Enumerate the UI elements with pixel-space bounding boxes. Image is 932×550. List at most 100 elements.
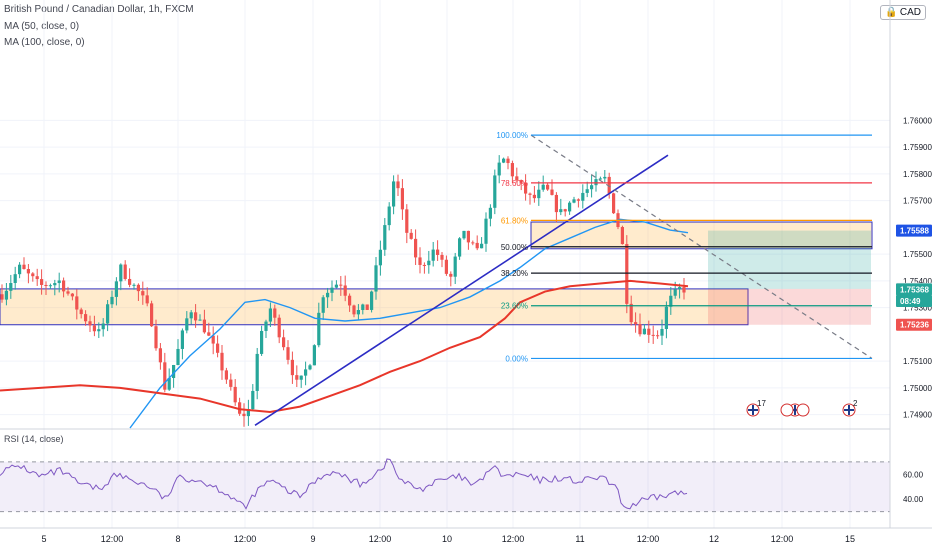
candle-body	[343, 285, 347, 296]
time-tick-label: 12:00	[234, 534, 257, 544]
candle-body	[119, 264, 123, 282]
candle-body	[268, 308, 272, 322]
candle-body	[634, 322, 638, 325]
candle-body	[62, 280, 66, 292]
price-label-text: 08:49	[900, 297, 921, 306]
rsi-band	[0, 461, 890, 512]
candle-body	[70, 293, 74, 297]
price-label-text: 1.75368	[900, 285, 929, 294]
rsi-tick-label: 60.00	[903, 470, 924, 479]
candle-body	[414, 238, 418, 258]
candle-body	[141, 291, 145, 296]
candle-body	[400, 188, 404, 210]
candle-body	[484, 218, 488, 244]
candle-body	[594, 179, 598, 186]
time-tick-label: 8	[175, 534, 180, 544]
candle-body	[295, 375, 299, 380]
candle-body	[458, 238, 462, 257]
candle-body	[444, 259, 448, 274]
candle-body	[57, 280, 61, 284]
candle-body	[519, 180, 523, 183]
candle-body	[678, 287, 682, 290]
price-label-tag	[896, 294, 932, 307]
resistance-zone	[530, 221, 873, 250]
downtrend-line	[530, 134, 873, 359]
candle-body	[154, 326, 158, 349]
candle-body	[607, 176, 611, 194]
price-tick-label: 1.75700	[903, 197, 932, 206]
fib-level-label: 78.60%	[501, 179, 528, 188]
candle-body	[176, 348, 180, 365]
candle-body	[370, 291, 374, 310]
candle-body	[198, 319, 202, 321]
candle-body	[506, 158, 510, 164]
candle-body	[462, 230, 466, 239]
fib-level-label: 50.00%	[501, 243, 528, 252]
candle-body	[317, 312, 321, 346]
candle-body	[26, 269, 30, 274]
candle-body	[286, 347, 290, 360]
candle-body	[84, 314, 88, 322]
candle-body	[308, 365, 312, 370]
candle-body	[211, 335, 215, 344]
candle-body	[387, 206, 391, 226]
currency-label: CAD	[899, 7, 921, 18]
price-tick-label: 1.75300	[903, 304, 932, 313]
rsi-label[interactable]: RSI (14, close)	[4, 434, 64, 444]
currency-button[interactable]: 🔒 CAD	[880, 5, 926, 20]
fibonacci-retracement: 100.00% 78.60% 61.80% 50.00% 38.20% 23.60% 0.0…	[496, 131, 872, 363]
candle-body	[255, 353, 259, 391]
candle-body	[453, 256, 457, 277]
fib-level-label: 38.20%	[501, 269, 528, 278]
time-tick-label: 10	[442, 534, 452, 544]
candle-body	[563, 209, 567, 212]
chart-legend-symbol[interactable]: British Pound / Canadian Dollar, 1h, FXC…	[4, 4, 194, 15]
candle-body	[348, 295, 352, 306]
candle-body	[568, 202, 572, 212]
candle-body	[572, 199, 576, 203]
candle-body	[612, 193, 616, 214]
time-tick-label: 12:00	[771, 534, 794, 544]
candle-body	[128, 278, 132, 285]
candle-body	[229, 379, 233, 387]
candle-body	[53, 283, 57, 286]
candle-body	[180, 330, 184, 349]
candle-body	[273, 308, 277, 318]
candle-body	[352, 305, 356, 315]
candle-body	[163, 362, 167, 390]
candle-body	[0, 294, 4, 300]
time-axis: 5 12:00 8 12:00 9 12:00 10 12:00 11 12:00 12 12:00 1…	[0, 527, 932, 544]
price-label-tag	[896, 224, 932, 237]
candle-body	[638, 324, 642, 335]
drawings	[254, 134, 873, 426]
candle-body	[590, 185, 594, 190]
candle-body	[502, 158, 506, 163]
price-tick-label: 1.74900	[903, 411, 932, 420]
candle-body	[277, 317, 281, 338]
moving-averages	[0, 218, 689, 429]
candle-body	[334, 284, 338, 288]
candle-body	[449, 273, 453, 277]
time-tick-label: 9	[310, 534, 315, 544]
candle-body	[537, 189, 541, 199]
long-position-profit	[708, 230, 871, 289]
candle-body	[515, 176, 519, 181]
candle-body	[629, 303, 633, 323]
candle-body	[673, 289, 677, 296]
candle-body	[418, 257, 422, 265]
candle-body	[304, 369, 308, 376]
time-tick-label: 12:00	[502, 534, 525, 544]
candle-body	[409, 232, 413, 239]
candle-body	[106, 304, 110, 324]
candle-body	[44, 284, 48, 286]
candle-body	[392, 181, 396, 207]
chart-legend-ma50[interactable]: MA (50, close, 0)	[4, 21, 80, 32]
candle-body	[480, 243, 484, 249]
candle-body	[35, 276, 39, 280]
price-label-tag	[896, 318, 932, 331]
fib-level-label: 23.60%	[501, 302, 528, 311]
candle-body	[242, 413, 246, 417]
candle-body	[651, 334, 655, 336]
candle-body	[339, 284, 343, 286]
